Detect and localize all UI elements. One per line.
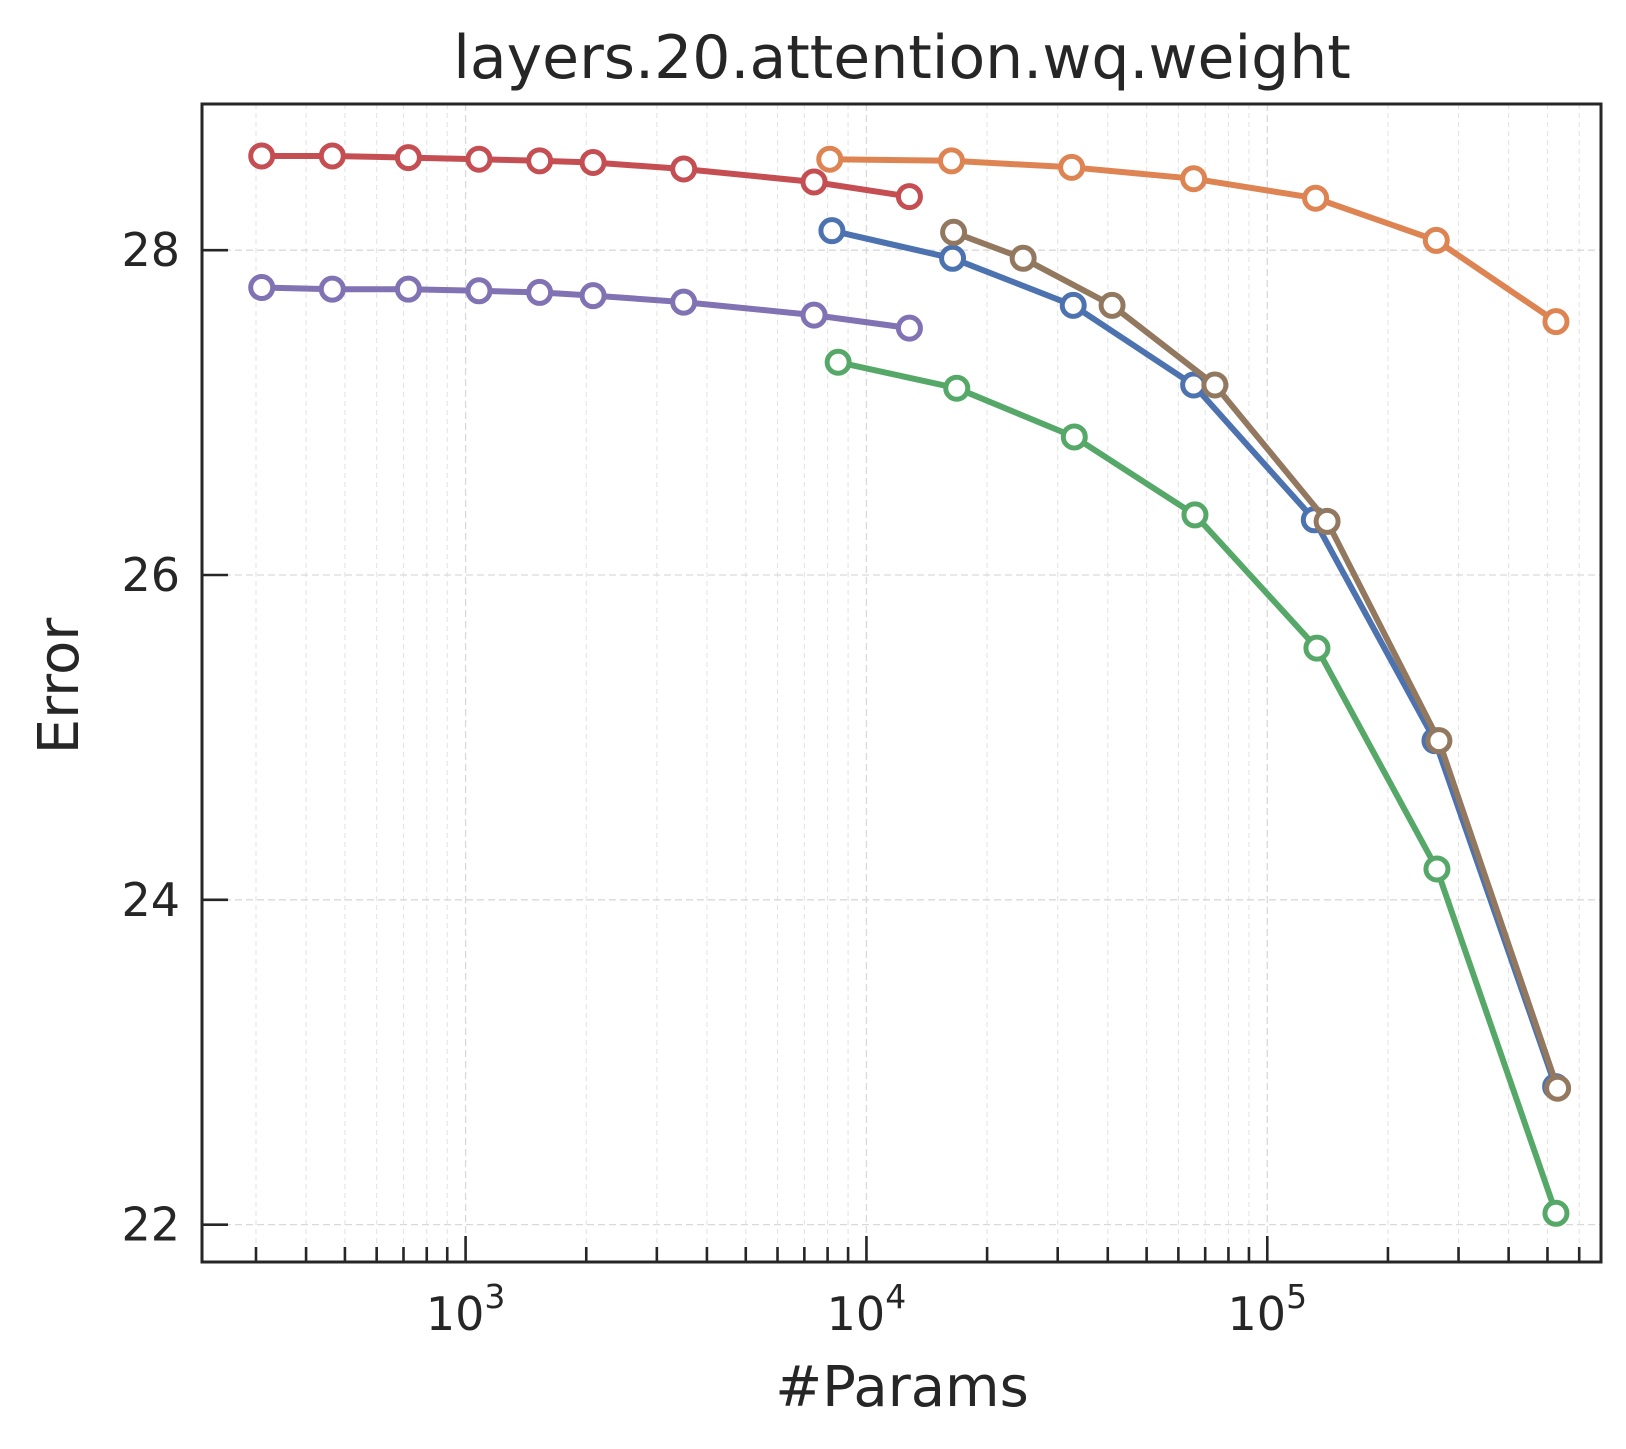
x-tick-base: 10	[426, 1287, 485, 1341]
data-point-brown	[1313, 507, 1341, 535]
x-tick-label: 104	[827, 1277, 907, 1341]
data-point-purple	[394, 275, 422, 303]
data-point-green	[1060, 423, 1088, 451]
data-point-purple	[670, 288, 698, 316]
data-point-orange	[1302, 184, 1330, 212]
y-tick-label: 26	[121, 548, 180, 602]
data-point-brown	[1201, 371, 1229, 399]
data-point-red	[800, 168, 828, 196]
data-point-orange	[816, 145, 844, 173]
data-point-blue	[818, 217, 846, 245]
data-point-red	[248, 142, 276, 170]
x-axis-label: #Params	[775, 1355, 1029, 1420]
data-point-purple	[248, 274, 276, 302]
data-point-red	[895, 183, 923, 211]
chart-title: layers.20.attention.wq.weight	[453, 23, 1351, 93]
series-red	[248, 142, 923, 211]
data-point-brown	[1425, 727, 1453, 755]
data-point-green	[1181, 501, 1209, 529]
x-tick-exponent: 3	[484, 1277, 505, 1316]
data-point-green	[1303, 634, 1331, 662]
data-point-red	[526, 147, 554, 175]
data-point-green	[943, 374, 971, 402]
data-point-purple	[318, 275, 346, 303]
data-point-red	[670, 155, 698, 183]
data-point-orange	[1422, 226, 1450, 254]
y-tick-label: 28	[121, 223, 180, 277]
data-point-orange	[1542, 308, 1570, 336]
series-group	[248, 142, 1572, 1227]
data-point-brown	[1009, 244, 1037, 272]
x-tick-label: 103	[426, 1277, 506, 1341]
series-blue	[818, 217, 1570, 1101]
y-tick-label: 22	[121, 1198, 180, 1252]
y-tick-label: 24	[121, 873, 180, 927]
data-point-red	[465, 145, 493, 173]
data-point-green	[1423, 855, 1451, 883]
data-point-purple	[579, 282, 607, 310]
data-point-purple	[526, 278, 554, 306]
grid	[202, 104, 1601, 1262]
x-tick-base: 10	[827, 1287, 886, 1341]
data-point-green	[824, 348, 852, 376]
data-point-purple	[800, 301, 828, 329]
data-point-blue	[939, 244, 967, 272]
data-point-orange	[937, 147, 965, 175]
data-point-red	[394, 144, 422, 172]
series-purple	[248, 274, 923, 342]
x-tick-label: 105	[1228, 1277, 1308, 1341]
data-point-red	[318, 142, 346, 170]
data-point-green	[1542, 1199, 1570, 1227]
data-point-purple	[895, 314, 923, 342]
x-tick-base: 10	[1228, 1287, 1287, 1341]
series-line-blue	[828, 227, 1559, 1090]
data-point-brown	[940, 218, 968, 246]
data-point-purple	[465, 277, 493, 305]
y-axis-label: Error	[27, 617, 92, 754]
x-tick-exponent: 4	[885, 1277, 906, 1316]
series-brown	[940, 218, 1572, 1102]
data-point-red	[579, 148, 607, 176]
series-green	[824, 348, 1570, 1227]
data-point-orange	[1180, 165, 1208, 193]
data-point-orange	[1058, 153, 1086, 181]
data-point-blue	[1059, 291, 1087, 319]
series-orange	[816, 145, 1570, 336]
x-tick-exponent: 5	[1286, 1277, 1307, 1316]
data-point-brown	[1544, 1074, 1572, 1102]
plot-frame	[200, 102, 1603, 1264]
data-point-brown	[1098, 291, 1126, 319]
